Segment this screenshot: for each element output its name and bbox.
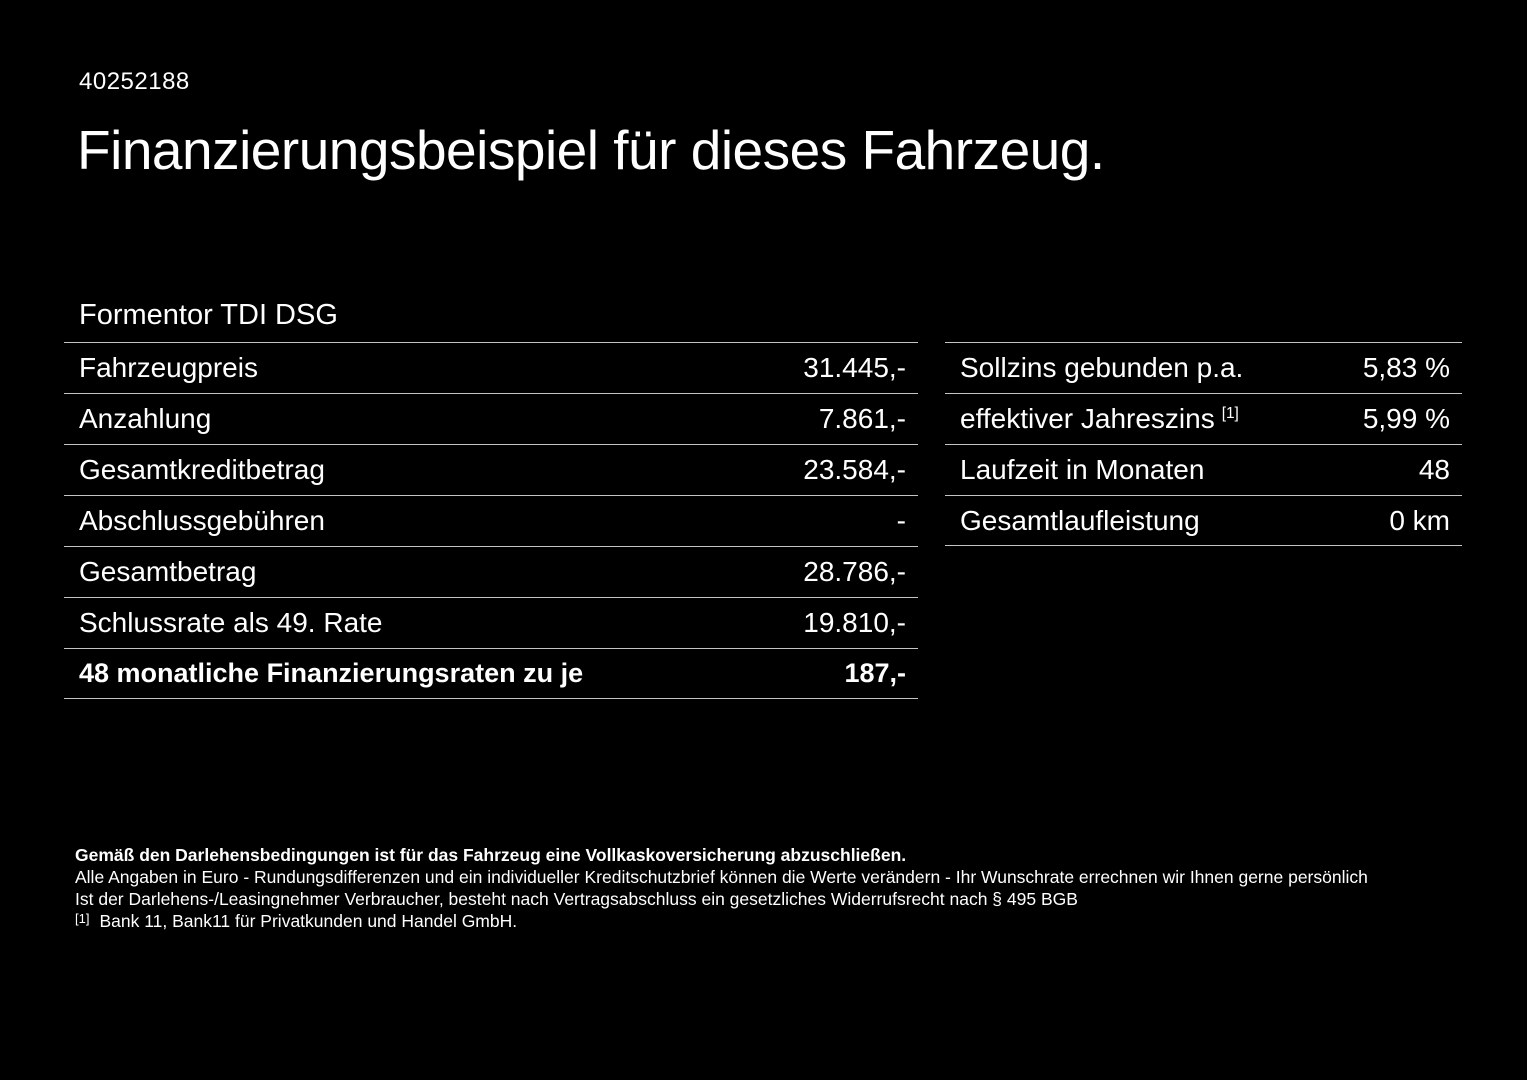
row-value: 5,99 % xyxy=(1362,403,1450,434)
footnote-text: Bank 11, Bank11 für Privatkunden und Han… xyxy=(99,910,518,931)
bank-footnote: [1] Bank 11, Bank11 für Privatkunden und … xyxy=(75,911,1467,933)
row-label-text: effektiver Jahreszins xyxy=(960,403,1215,434)
page-title: Finanzierungsbeispiel für dieses Fahrzeu… xyxy=(77,119,1105,181)
model-name: Formentor TDI DSG xyxy=(79,299,338,331)
conditions-row-effektiver-jahreszins: effektiver Jahreszins [1] 5,99 % xyxy=(945,393,1462,444)
footer: Gemäß den Darlehensbedingungen ist für d… xyxy=(75,845,1467,933)
footnote-marker: [1] xyxy=(1221,404,1239,422)
finance-table: Fahrzeugpreis 31.445,- Anzahlung 7.861,-… xyxy=(64,342,918,699)
finance-row-gesamtbetrag: Gesamtbetrag 28.786,- xyxy=(64,546,918,597)
row-label: Abschlussgebühren xyxy=(79,505,325,536)
row-label: Fahrzeugpreis xyxy=(79,352,258,383)
conditions-table: Sollzins gebunden p.a. 5,83 % effektiver… xyxy=(945,342,1462,699)
conditions-row-laufzeit: Laufzeit in Monaten 48 xyxy=(945,444,1462,495)
row-value: 5,83 % xyxy=(1362,352,1450,383)
finance-tables: Fahrzeugpreis 31.445,- Anzahlung 7.861,-… xyxy=(64,342,1462,699)
row-label: 48 monatliche Finanzierungsraten zu je xyxy=(79,658,584,688)
conditions-row-sollzins: Sollzins gebunden p.a. 5,83 % xyxy=(945,342,1462,393)
row-label: Laufzeit in Monaten xyxy=(960,454,1205,485)
finance-row-gesamtkreditbetrag: Gesamtkreditbetrag 23.584,- xyxy=(64,444,918,495)
row-label: Gesamtbetrag xyxy=(79,556,257,587)
finance-row-abschlussgebuehren: Abschlussgebühren - xyxy=(64,495,918,546)
row-value: 0 km xyxy=(1389,504,1450,536)
row-value: - xyxy=(896,505,906,536)
row-label: Sollzins gebunden p.a. xyxy=(960,352,1244,383)
row-value: 187,- xyxy=(844,658,906,688)
row-value: 7.861,- xyxy=(818,403,906,434)
row-label: Schlussrate als 49. Rate xyxy=(79,607,383,638)
finance-row-fahrzeugpreis: Fahrzeugpreis 31.445,- xyxy=(64,342,918,393)
finance-row-anzahlung: Anzahlung 7.861,- xyxy=(64,393,918,444)
row-value: 19.810,- xyxy=(803,607,906,638)
row-value: 31.445,- xyxy=(803,352,906,383)
disclaimer-line-2: Ist der Darlehens-/Leasingnehmer Verbrau… xyxy=(75,888,1078,909)
row-value: 48 xyxy=(1418,454,1450,485)
row-value: 28.786,- xyxy=(803,556,906,587)
finance-row-monatsrate: 48 monatliche Finanzierungsraten zu je 1… xyxy=(64,648,918,699)
finance-row-schlussrate: Schlussrate als 49. Rate 19.810,- xyxy=(64,597,918,648)
disclaimer-line-1: Alle Angaben in Euro - Rundungsdifferenz… xyxy=(75,866,1368,887)
row-label: Gesamtkreditbetrag xyxy=(79,454,325,485)
row-label: Gesamtlaufleistung xyxy=(960,504,1200,536)
vehicle-id: 40252188 xyxy=(79,68,190,95)
row-label: effektiver Jahreszins [1] xyxy=(960,403,1239,435)
insurance-note: Gemäß den Darlehensbedingungen ist für d… xyxy=(75,845,907,865)
row-value: 23.584,- xyxy=(803,454,906,485)
conditions-row-gesamtlaufleistung: Gesamtlaufleistung 0 km xyxy=(945,495,1462,546)
row-label: Anzahlung xyxy=(79,403,212,434)
footnote-marker: [1] xyxy=(75,910,90,926)
